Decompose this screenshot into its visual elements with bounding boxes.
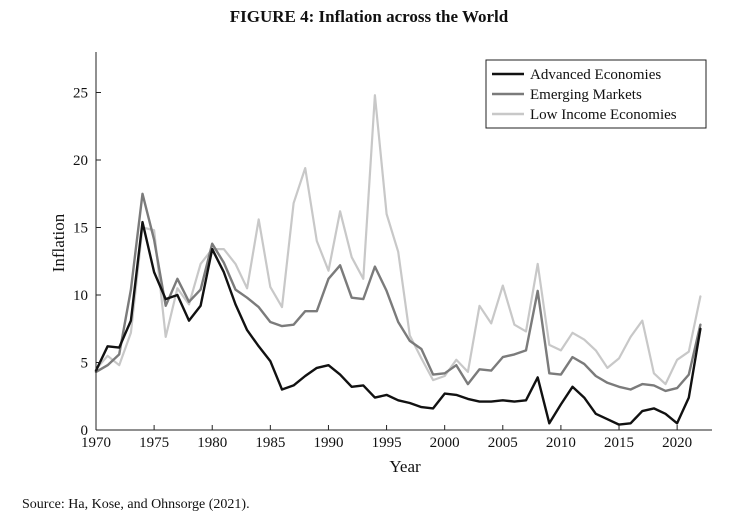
series-line-low-income-economies xyxy=(94,94,702,386)
y-tick-label: 5 xyxy=(81,356,89,372)
x-tick-label: 2005 xyxy=(488,435,518,451)
x-axis-title: Year xyxy=(389,457,421,476)
x-axis: 1970 1975 1980 1985 1990 1995 2000 2005 2010 2015… xyxy=(81,425,712,451)
series-line-emerging-markets xyxy=(94,192,702,393)
y-tick-label: 15 xyxy=(73,221,88,237)
x-tick-label: 1970 xyxy=(81,435,111,451)
y-axis-title: Inflation xyxy=(49,213,68,272)
x-tick-label: 1995 xyxy=(372,435,402,451)
y-tick-label: 25 xyxy=(73,86,88,102)
x-tick-label: 2010 xyxy=(546,435,576,451)
x-tick-label: 1980 xyxy=(197,435,227,451)
legend-label-emerging-markets: Emerging Markets xyxy=(530,87,642,103)
x-tick-label: 2000 xyxy=(430,435,460,451)
x-tick-label: 1975 xyxy=(139,435,169,451)
legend-label-low-income-economies: Low Income Economies xyxy=(530,107,677,123)
legend: Advanced Economies Emerging Markets Low In… xyxy=(485,59,707,129)
plot-area xyxy=(94,94,702,426)
x-tick-label: 2020 xyxy=(662,435,692,451)
x-tick-label: 2015 xyxy=(604,435,634,451)
y-tick-label: 20 xyxy=(73,153,88,169)
legend-label-advanced-economies: Advanced Economies xyxy=(530,67,661,83)
x-tick-label: 1985 xyxy=(255,435,285,451)
y-tick-label: 10 xyxy=(73,288,88,304)
y-axis: 0 5 10 15 20 25 xyxy=(73,52,101,439)
figure-title: FIGURE 4: Inflation across the World xyxy=(229,7,509,26)
y-tick-label: 0 xyxy=(81,423,89,439)
series-line-advanced-economies xyxy=(94,220,702,426)
x-tick-label: 1990 xyxy=(313,435,343,451)
source-note: Source: Ha, Kose, and Ohnsorge (2021). xyxy=(22,497,250,512)
